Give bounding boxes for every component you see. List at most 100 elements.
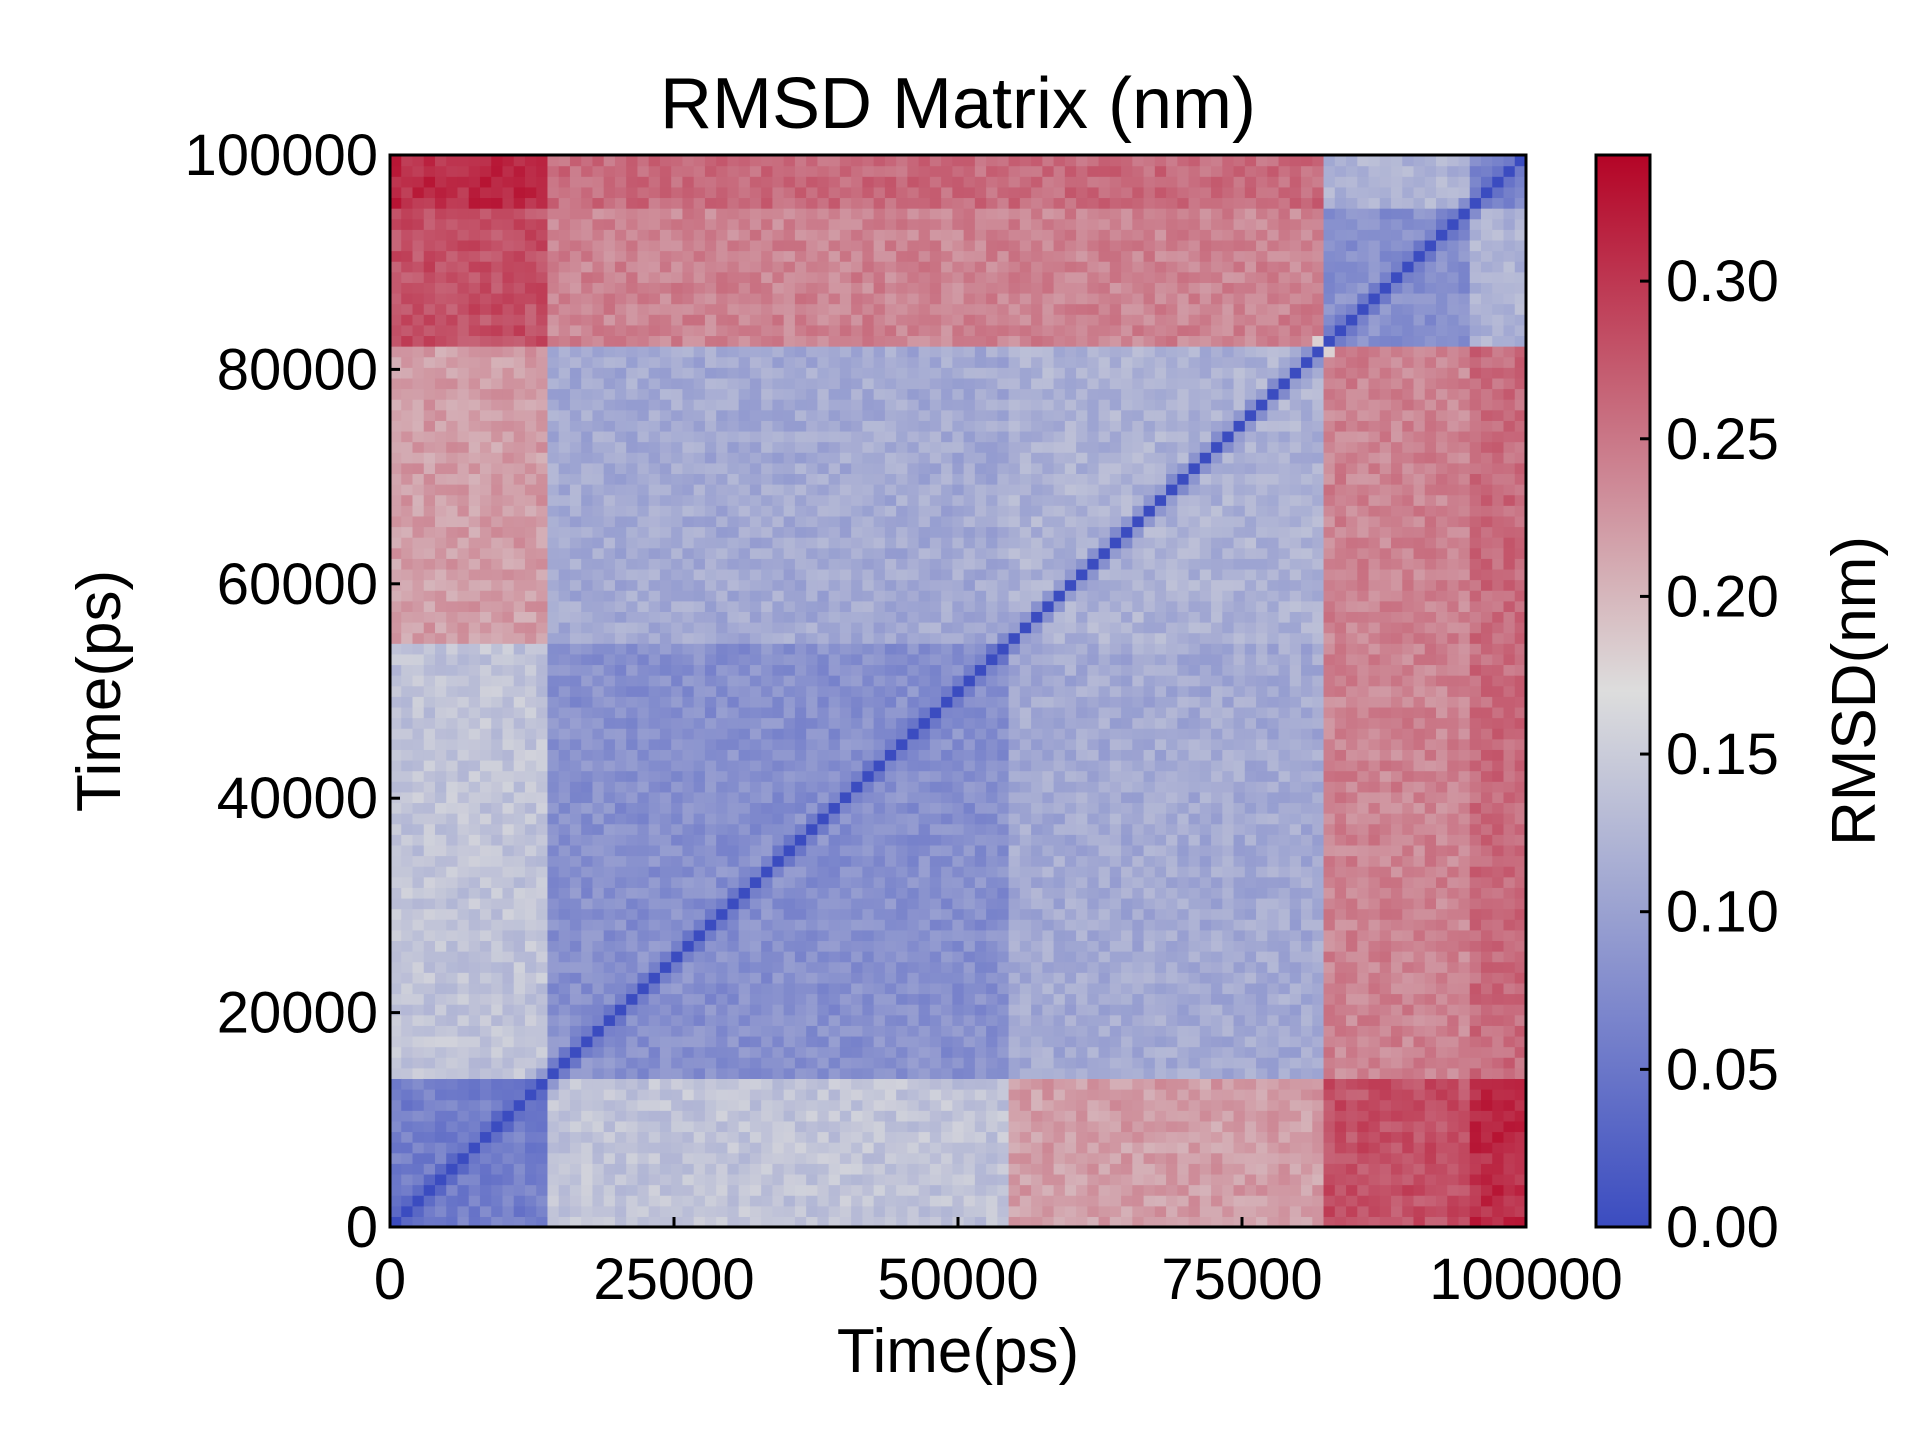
heatmap-cell	[851, 1205, 863, 1217]
heatmap-cell	[929, 982, 942, 995]
heatmap-cell	[603, 781, 616, 793]
heatmap-cell	[873, 1014, 886, 1026]
heatmap-cell	[761, 155, 774, 167]
heatmap-cell	[929, 1035, 942, 1048]
heatmap-cell	[558, 229, 571, 241]
heatmap-cell	[479, 1195, 492, 1207]
heatmap-cell	[412, 664, 425, 676]
heatmap-cell	[727, 982, 740, 995]
heatmap-cell	[873, 1120, 886, 1133]
heatmap-cell	[783, 823, 796, 835]
heatmap-cell	[772, 834, 785, 846]
heatmap-cell	[390, 1163, 402, 1175]
heatmap-cell	[704, 675, 717, 687]
heatmap-cell	[727, 590, 740, 602]
heatmap-cell	[828, 261, 841, 273]
heatmap-cell	[716, 579, 729, 591]
heatmap-cell	[738, 749, 751, 761]
heatmap-cell	[581, 1195, 594, 1207]
heatmap-cell	[603, 770, 616, 782]
heatmap-cell	[817, 399, 830, 411]
heatmap-cell	[682, 356, 695, 368]
heatmap-cell	[423, 759, 436, 772]
heatmap-cell	[772, 940, 785, 952]
heatmap-cell	[390, 844, 402, 857]
heatmap-cell	[547, 1014, 560, 1026]
heatmap-cell	[457, 441, 470, 453]
heatmap-cell	[862, 590, 875, 602]
heatmap-cell	[547, 229, 560, 241]
heatmap-cell	[862, 165, 875, 177]
heatmap-cell	[817, 940, 830, 952]
heatmap-cell	[390, 929, 402, 942]
heatmap-cell	[648, 303, 661, 315]
heatmap-cell	[772, 791, 785, 804]
heatmap-cell	[569, 430, 582, 443]
heatmap-cell	[783, 335, 796, 347]
heatmap-cell	[851, 367, 863, 379]
heatmap-cell	[536, 430, 549, 443]
heatmap-cell	[558, 632, 571, 644]
heatmap-cell	[806, 1004, 819, 1016]
heatmap-cell	[603, 813, 616, 825]
heatmap-cell	[457, 951, 470, 963]
heatmap-cell	[749, 526, 762, 538]
heatmap-cell	[434, 537, 447, 549]
heatmap-cell	[929, 972, 942, 984]
heatmap-cell	[884, 335, 897, 347]
heatmap-cell	[828, 876, 841, 888]
heatmap-cell	[738, 1142, 751, 1154]
heatmap-cell	[401, 526, 414, 538]
heatmap-cell	[513, 218, 526, 230]
heatmap-cell	[772, 908, 785, 920]
heatmap-cell	[592, 781, 605, 793]
heatmap-cell	[513, 1078, 526, 1090]
heatmap-cell	[873, 590, 886, 602]
heatmap-cell	[761, 515, 774, 528]
heatmap-cell	[592, 876, 605, 888]
heatmap-cell	[783, 940, 796, 952]
heatmap-cell	[626, 855, 639, 867]
heatmap-cell	[862, 1163, 875, 1175]
heatmap-cell	[918, 526, 931, 538]
heatmap-cell	[648, 855, 661, 867]
heatmap-cell	[783, 462, 796, 475]
heatmap-cell	[817, 1205, 830, 1217]
heatmap-cell	[412, 568, 425, 581]
heatmap-cell	[434, 218, 447, 230]
heatmap-cell	[884, 579, 897, 591]
heatmap-cell	[637, 802, 650, 814]
heatmap-cell	[536, 526, 549, 538]
heatmap-cell	[806, 866, 819, 878]
heatmap-cell	[896, 292, 908, 305]
heatmap-cell	[907, 823, 920, 835]
heatmap-cell	[817, 653, 830, 666]
heatmap-cell	[592, 388, 605, 400]
heatmap-cell	[513, 271, 526, 283]
heatmap-cell	[513, 409, 526, 421]
heatmap-cell	[491, 802, 504, 814]
heatmap-cell	[659, 197, 672, 209]
heatmap-cell	[704, 908, 717, 920]
heatmap-cell	[929, 377, 942, 390]
heatmap-cell	[468, 866, 481, 878]
heatmap-cell	[502, 441, 515, 453]
heatmap-cell	[851, 250, 863, 262]
heatmap-cell	[772, 1120, 785, 1133]
heatmap-cell	[581, 600, 594, 612]
heatmap-cell	[896, 897, 908, 910]
heatmap-cell	[491, 484, 504, 496]
heatmap-cell	[806, 282, 819, 294]
heatmap-cell	[671, 897, 684, 910]
heatmap-cell	[524, 176, 537, 188]
heatmap-cell	[581, 781, 594, 793]
heatmap-cell	[941, 1120, 953, 1133]
heatmap-cell	[536, 1046, 549, 1058]
heatmap-cell	[772, 664, 785, 676]
heatmap-cell	[884, 1142, 897, 1154]
heatmap-cell	[727, 664, 740, 676]
heatmap-cell	[479, 611, 492, 623]
heatmap-cell	[390, 685, 402, 697]
heatmap-cell	[794, 717, 807, 729]
heatmap-cell	[626, 1195, 639, 1207]
